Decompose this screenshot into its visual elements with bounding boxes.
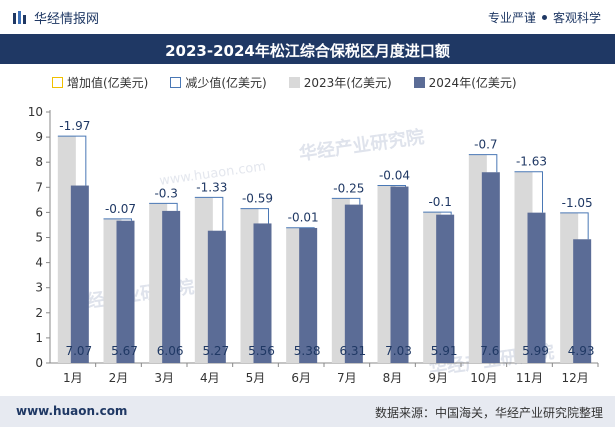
- diff-value-label: -1.97: [59, 119, 90, 133]
- x-tick-label: 12月: [562, 371, 589, 385]
- x-tick-label: 1月: [63, 371, 83, 385]
- bar-2024: [573, 239, 592, 363]
- decrease-bracket: [468, 154, 498, 173]
- slogan: 专业严谨 客观科学: [488, 9, 601, 26]
- legend-label-decrease: 减少值(亿美元): [185, 76, 267, 90]
- diff-value-label: -0.07: [105, 202, 136, 216]
- brand: 华经情报网: [12, 8, 99, 27]
- diff-value-label: -0.25: [333, 181, 364, 195]
- brand-name: 华经情报网: [34, 12, 100, 27]
- legend-label-2023: 2023年(亿美元): [303, 76, 392, 90]
- decrease-bracket: [194, 196, 224, 231]
- x-tick-label: 10月: [470, 371, 497, 385]
- bar-2024-value-label: 5.27: [202, 344, 229, 358]
- x-tick-label: 2月: [109, 371, 129, 385]
- bar-2024-value-label: 5.38: [294, 344, 321, 358]
- diff-value-label: -0.7: [474, 138, 497, 152]
- bar-2024: [390, 186, 409, 363]
- legend-swatch-2024: [413, 77, 425, 88]
- slogan-right: 客观科学: [552, 11, 601, 25]
- bar-2024-value-label: 4.93: [568, 344, 595, 358]
- x-tick-label: 7月: [337, 371, 357, 385]
- decrease-bracket: [240, 208, 269, 224]
- diff-value-label: -1.33: [196, 180, 227, 194]
- bar-2024-value-label: 5.91: [431, 344, 458, 358]
- watermark-text: 华经产业研究院: [298, 126, 426, 165]
- legend-label-2024: 2024年(亿美元): [428, 76, 517, 90]
- bar-2024: [481, 172, 500, 363]
- legend-item-2023: 2023年(亿美元): [288, 74, 392, 91]
- y-tick-label: 10: [28, 105, 43, 119]
- x-tick-label: 4月: [200, 371, 220, 385]
- y-tick-label: 8: [35, 155, 43, 169]
- legend-swatch-increase: [52, 77, 63, 88]
- legend: 增加值(亿美元) 减少值(亿美元) 2023年(亿美元) 2024年(亿美元): [52, 74, 517, 91]
- bar-2024: [527, 212, 546, 363]
- bar-2024-value-label: 6.31: [339, 344, 366, 358]
- logo-icon: [13, 10, 26, 24]
- bar-2024-value-label: 5.99: [522, 344, 549, 358]
- bar-2024: [162, 210, 181, 363]
- footer-website: www.huaon.com: [16, 404, 128, 418]
- diff-value-label: -0.01: [288, 211, 319, 225]
- bar-2024: [253, 223, 272, 363]
- legend-item-increase: 增加值(亿美元): [52, 74, 148, 91]
- diff-value-label: -0.04: [379, 169, 410, 183]
- x-tick-label: 11月: [516, 371, 543, 385]
- y-tick-label: 0: [35, 356, 43, 370]
- bar-2024: [207, 230, 226, 363]
- y-tick-label: 6: [35, 205, 43, 219]
- y-tick-label: 4: [35, 256, 43, 270]
- decrease-bracket: [149, 202, 178, 211]
- decrease-bracket: [423, 211, 452, 215]
- legend-swatch-2023: [288, 77, 300, 88]
- chart-title: 2023-2024年松江综合保税区月度进口额: [165, 42, 450, 60]
- bar-2024: [436, 214, 455, 363]
- footer-source: 数据来源：中国海关，华经产业研究院整理: [374, 406, 603, 420]
- x-tick-label: 5月: [246, 371, 266, 385]
- legend-item-decrease: 减少值(亿美元): [170, 74, 267, 91]
- x-tick-label: 6月: [291, 371, 311, 385]
- bar-2024-value-label: 7.07: [65, 344, 92, 358]
- bar-2024: [344, 204, 363, 363]
- y-tick-label: 1: [35, 331, 43, 345]
- decrease-bracket: [331, 197, 361, 205]
- diff-value-label: -0.59: [242, 192, 273, 206]
- chart-plot: 华经产业研究院华经产业研究院华经产业研究院www.huaon.com012345…: [28, 105, 599, 385]
- bar-2024-value-label: 5.56: [248, 344, 275, 358]
- y-tick-label: 2: [35, 306, 43, 320]
- decrease-bracket: [57, 135, 87, 186]
- bar-2024-value-label: 7.03: [385, 344, 412, 358]
- x-tick-label: 9月: [428, 371, 448, 385]
- bar-2024-value-label: 6.06: [157, 344, 184, 358]
- footer-bar: [0, 396, 615, 427]
- diff-value-label: -1.05: [562, 196, 593, 210]
- decrease-bracket: [514, 171, 543, 213]
- bar-2024-value-label: 5.67: [111, 344, 138, 358]
- y-tick-label: 9: [35, 130, 43, 144]
- y-tick-label: 7: [35, 180, 43, 194]
- separator-dot-icon: [541, 15, 547, 20]
- diff-value-label: -1.63: [516, 155, 547, 169]
- x-tick-label: 3月: [154, 371, 174, 385]
- decrease-bracket: [377, 185, 406, 187]
- bar-2024-value-label: 7.6: [480, 344, 499, 358]
- bar-2024: [70, 185, 89, 363]
- diff-value-label: -0.3: [154, 186, 177, 200]
- x-tick-label: 8月: [383, 371, 403, 385]
- y-tick-label: 3: [35, 281, 43, 295]
- decrease-bracket: [103, 218, 132, 221]
- y-tick-label: 5: [35, 231, 43, 245]
- top-bar: 华经情报网 专业严谨 客观科学: [0, 0, 615, 34]
- legend-swatch-decrease: [170, 77, 182, 88]
- slogan-left: 专业严谨: [487, 11, 536, 25]
- legend-label-increase: 增加值(亿美元): [67, 76, 149, 90]
- diff-value-label: -0.1: [428, 195, 451, 209]
- decrease-bracket: [560, 212, 589, 240]
- legend-item-2024: 2024年(亿美元): [413, 74, 517, 91]
- bar-2024: [299, 227, 318, 363]
- title-bar: [0, 34, 615, 64]
- bar-2024: [116, 220, 135, 363]
